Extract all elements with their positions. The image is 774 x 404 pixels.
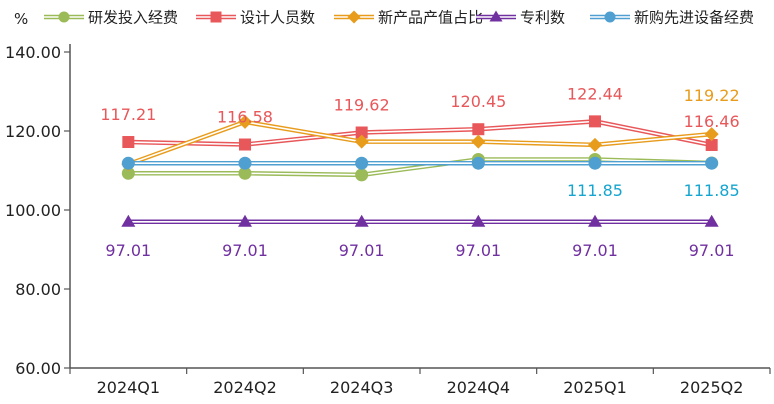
data-point: [355, 126, 368, 139]
y-tick-label: 140.00: [5, 43, 61, 62]
series-0: [121, 152, 719, 182]
legend-item: 专利数: [476, 9, 565, 27]
data-point: [354, 214, 369, 227]
data-point: [122, 136, 135, 149]
legend-marker: [58, 11, 70, 23]
data-point: [588, 214, 602, 227]
data-label: 111.85: [567, 181, 623, 200]
legend-label: 设计人员数: [240, 9, 315, 27]
series-line-inner: [128, 158, 712, 176]
legend-item: 新购先进设备经费: [590, 9, 754, 27]
data-point: [355, 168, 369, 182]
data-label: 120.45: [450, 92, 506, 111]
series-line-inner: [128, 121, 712, 165]
data-label: 97.01: [105, 241, 151, 260]
legend-marker: [347, 10, 361, 24]
legend-marker: [210, 11, 222, 23]
data-point: [588, 156, 602, 170]
legend-label: 新购先进设备经费: [634, 9, 754, 27]
data-point: [705, 138, 718, 151]
series-line-inner: [128, 120, 712, 146]
legend-item: 新产品产值占比: [334, 9, 483, 27]
series-layer: [121, 114, 719, 227]
data-label: 97.01: [222, 241, 268, 260]
legend-marker: [489, 10, 503, 22]
data-point: [238, 156, 252, 170]
data-point: [238, 166, 252, 180]
data-point: [121, 156, 135, 170]
x-tick-label: 2025Q1: [563, 378, 627, 397]
data-labels: 117.21 116.58 119.62 120.45 122.44 116.46 119.…: [100, 84, 739, 259]
y-tick-label: 120.00: [5, 122, 61, 141]
data-point: [239, 138, 251, 151]
x-tick-label: 2024Q2: [213, 378, 277, 397]
legend-item: 研发投入经费: [44, 9, 178, 27]
series-3: [121, 214, 719, 227]
data-point: [121, 214, 136, 227]
data-label: 97.01: [689, 241, 735, 260]
data-point: [588, 137, 602, 152]
data-label: 122.44: [567, 84, 623, 103]
data-label: 119.22: [684, 86, 740, 105]
data-point: [704, 214, 719, 227]
y-tick-label: 60.00: [15, 359, 61, 378]
data-point: [354, 134, 369, 149]
data-point: [355, 156, 369, 170]
data-label: 97.01: [572, 241, 618, 260]
data-point: [121, 166, 135, 180]
legend-item: 设计人员数: [196, 9, 315, 27]
data-point: [589, 115, 601, 128]
data-point: [238, 214, 252, 227]
data-label: 119.62: [334, 96, 390, 115]
series-1: [122, 115, 718, 151]
x-tick-label: 2024Q1: [97, 378, 161, 397]
x-axis: 2024Q1 2024Q2 2024Q3 2024Q4 2025Q1 2025Q2: [69, 367, 771, 397]
data-point: [472, 123, 485, 136]
legend-marker: [604, 11, 616, 23]
y-tick-label: 100.00: [5, 201, 61, 220]
x-tick-label: 2025Q2: [680, 378, 744, 397]
data-point: [471, 134, 486, 149]
data-point: [704, 127, 719, 142]
y-tick-label: 80.00: [15, 280, 61, 299]
data-point: [238, 114, 252, 129]
y-axis-unit: %: [14, 10, 28, 28]
legend-label: 研发投入经费: [88, 9, 178, 27]
x-tick-label: 2024Q3: [330, 378, 394, 397]
data-point: [471, 214, 486, 227]
y-axis: 60.00 80.00 100.00 120.00 140.00: [5, 43, 71, 378]
data-label: 117.21: [100, 105, 156, 124]
legend: 研发投入经费 设计人员数 新产品产值占比 专利数 新购先进设备经费: [44, 9, 754, 27]
x-tick-label: 2024Q4: [447, 378, 511, 397]
data-label: 97.01: [455, 241, 501, 260]
data-label: 116.46: [684, 112, 740, 131]
data-point: [471, 156, 485, 170]
legend-label: 新产品产值占比: [378, 9, 483, 27]
data-point: [705, 156, 719, 170]
series-4: [121, 156, 719, 170]
data-label: 111.85: [684, 181, 740, 200]
data-label: 116.58: [217, 108, 273, 127]
legend-label: 专利数: [520, 9, 565, 27]
data-label: 97.01: [339, 241, 385, 260]
